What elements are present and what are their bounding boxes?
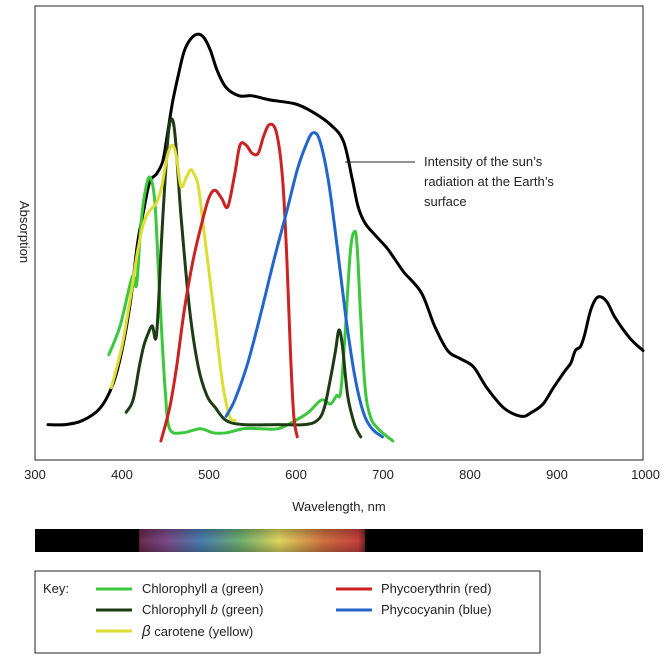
x-tick-label-1000: 1000: [631, 467, 660, 482]
x-axis-label: Wavelength, nm: [292, 499, 385, 514]
series-line-beta-carotene: [109, 143, 237, 422]
x-tick-label-300: 300: [24, 467, 46, 482]
legend-label-phycocyanin: Phycocyanin (blue): [381, 602, 492, 617]
x-tick-label-800: 800: [459, 467, 481, 482]
x-tick-label-900: 900: [546, 467, 568, 482]
x-axis-ticks: 300 400 500 600 700 800 900 1000: [24, 467, 660, 482]
annotation-line-1: Intensity of the sun’s: [424, 154, 543, 169]
legend-box: [34, 570, 541, 654]
annotation-line-3: surface: [424, 194, 467, 209]
legend: Key: Chlorophyll a (green) Chlorophyll b…: [34, 570, 541, 654]
legend-label-chlorophyll-a: Chlorophyll a (green): [142, 581, 263, 596]
x-tick-label-700: 700: [372, 467, 394, 482]
x-tick-label-600: 600: [285, 467, 307, 482]
legend-label-phycoerythrin: Phycoerythrin (red): [381, 581, 492, 596]
x-tick-label-500: 500: [198, 467, 220, 482]
series-line-phycoerythrin: [159, 122, 299, 443]
series-line-sun: [46, 32, 645, 427]
series-line-phycocyanin: [224, 131, 384, 439]
series-line-chlorophyll-b: [124, 117, 363, 439]
y-axis-label: Absorption: [17, 201, 32, 263]
series-layer: [46, 32, 645, 443]
legend-label-chlorophyll-b: Chlorophyll b (green): [142, 602, 263, 617]
annotation-line-2: radiation at the Earth’s: [424, 174, 554, 189]
series-line-chlorophyll-a: [107, 175, 395, 443]
legend-key-label: Key:: [43, 581, 69, 596]
spectrum-shading: [139, 529, 365, 552]
x-tick-label-400: 400: [111, 467, 133, 482]
legend-label-beta-carotene: β carotene (yellow): [141, 623, 253, 640]
plot-frame: [34, 5, 644, 461]
visible-spectrum-bar: [35, 529, 643, 552]
